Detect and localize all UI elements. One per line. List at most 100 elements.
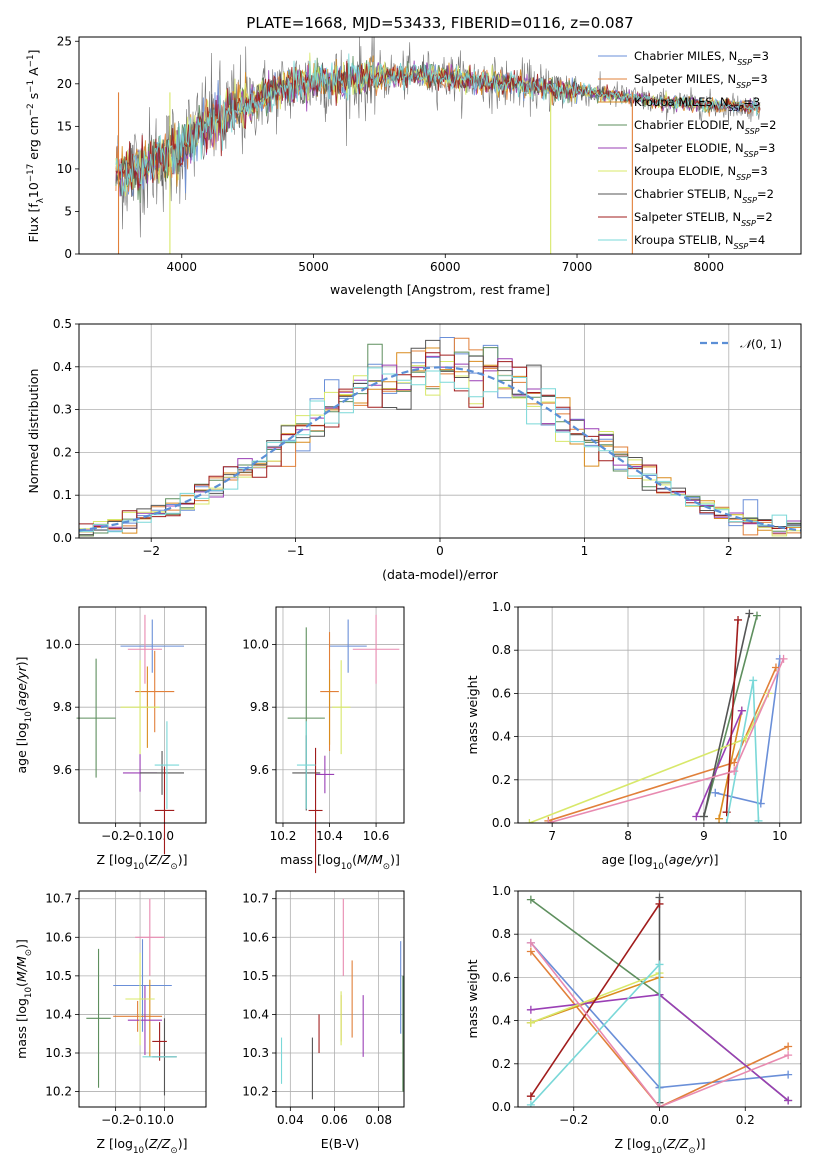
weight_vs_Z-series-8 bbox=[530, 962, 661, 1107]
clip-weight_vs_age-group bbox=[525, 609, 788, 823]
age-vs-mass-xlabel: mass [log10(M/M⊙)] bbox=[280, 852, 400, 872]
normal-reference-curve bbox=[79, 366, 801, 532]
weight_vs_Z-marker-7-0 bbox=[526, 1092, 535, 1101]
weight_vs_Z-marker-3-0 bbox=[526, 895, 535, 904]
mass_vs_EBV-frame bbox=[275, 890, 405, 1108]
age_vs_Z-ytick-label: 9.6 bbox=[53, 763, 72, 777]
weight_vs_Z-marker-8-1 bbox=[655, 960, 664, 969]
age_vs_mass-xtick-label: 10.2 bbox=[270, 829, 297, 843]
weight_vs_Z-series-9 bbox=[530, 942, 789, 1107]
weight_vs_Z-marker-4-2 bbox=[784, 1096, 793, 1105]
clip-weight_vs_Z-group bbox=[526, 893, 793, 1107]
weight_vs_Z-marker-4-0 bbox=[526, 1005, 535, 1014]
mass-vs-Z-ylabel: mass [log10(M/M⊙)] bbox=[14, 939, 34, 1059]
mass_vs_Z-ytick-label: 10.3 bbox=[45, 1046, 72, 1060]
mass_vs_Z-xtick-label: −0.1 bbox=[125, 1113, 154, 1127]
weight_vs_age-series-2 bbox=[718, 710, 743, 819]
residuals-ytick-label: 0.1 bbox=[53, 488, 72, 502]
weight_vs_age-marker-7-1 bbox=[734, 615, 743, 624]
age-vs-Z-xlabel: Z [log10(Z/Z⊙)] bbox=[97, 852, 188, 872]
weight_vs_age-marker-1-2 bbox=[771, 663, 780, 672]
mass_vs_EBV-ytick-label: 10.3 bbox=[242, 1046, 269, 1060]
spectrum-xtick-label: 7000 bbox=[562, 260, 593, 274]
age-vs-Z-ylabel: age [log10(age/yr)] bbox=[14, 656, 34, 773]
mass_vs_Z-frame bbox=[78, 890, 207, 1108]
weight-vs-age-xlabel: age [log10(age/yr)] bbox=[601, 852, 718, 872]
weight_vs_age-xtick-label: 8 bbox=[624, 829, 632, 843]
legend-label-7: Salpeter STELIB, NSSP=2 bbox=[634, 210, 773, 228]
age_vs_Z-frame bbox=[78, 606, 207, 824]
weight_vs_age-marker-5-0 bbox=[525, 819, 534, 823]
weight_vs_age-xtick-label: 9 bbox=[700, 829, 708, 843]
spectrum-xtick-label: 8000 bbox=[694, 260, 725, 274]
age_vs_mass-ytick-label: 9.6 bbox=[250, 763, 269, 777]
weight-vs-Z-xlabel: Z [log10(Z/Z⊙)] bbox=[615, 1136, 706, 1156]
residuals-ytick-label: 0.5 bbox=[53, 317, 72, 331]
legend-label-0: Chabrier MILES, NSSP=3 bbox=[634, 49, 769, 67]
age_vs_Z-xtick-label: −0.1 bbox=[125, 829, 154, 843]
weight_vs_age-ytick-label: 1.0 bbox=[492, 600, 511, 614]
residuals-frame bbox=[78, 323, 802, 539]
mass_vs_Z-ytick-label: 10.5 bbox=[45, 969, 72, 983]
weight_vs_age-marker-9-1 bbox=[730, 767, 739, 776]
mass_vs_EBV-ytick-label: 10.5 bbox=[242, 969, 269, 983]
residuals-ylabel: Normed distribution bbox=[26, 369, 41, 494]
residual-hist-7 bbox=[79, 352, 801, 538]
weight_vs_age-series-3 bbox=[703, 615, 758, 817]
spectrum-ytick-label: 10 bbox=[57, 162, 72, 176]
age_vs_Z-xtick-label: −0.2 bbox=[101, 829, 130, 843]
weight_vs_Z-xtick-label: −0.2 bbox=[559, 1113, 588, 1127]
weight_vs_age-marker-8-0 bbox=[722, 819, 731, 823]
weight_vs_age-marker-0-0 bbox=[711, 788, 720, 797]
mass_vs_EBV-xtick-label: 0.04 bbox=[277, 1113, 304, 1127]
age_vs_Z-ytick-label: 9.8 bbox=[53, 700, 72, 714]
residuals-xtick-label: −2 bbox=[142, 544, 160, 558]
weight_vs_Z-ytick-label: 1.0 bbox=[492, 884, 511, 898]
legend-label-3: Chabrier ELODIE, NSSP=2 bbox=[634, 118, 776, 136]
spectrum-ylabel: Flux [fλ10−17 erg cm−2 s−1 A−1] bbox=[26, 50, 46, 243]
legend-label-4: Salpeter ELODIE, NSSP=3 bbox=[634, 141, 775, 159]
weight_vs_age-marker-9-0 bbox=[544, 819, 553, 823]
spectrum-ytick-label: 20 bbox=[57, 77, 72, 91]
mass_vs_Z-axes: −0.2−0.1 0.0 10.2 10.3 10.4 10.5 10.6 10.7 bbox=[45, 891, 206, 1127]
weight_vs_age-ytick-label: 0.8 bbox=[492, 643, 511, 657]
spectrum-xtick-label: 6000 bbox=[430, 260, 461, 274]
age_vs_mass-ytick-label: 10.0 bbox=[242, 638, 269, 652]
residuals-ytick-label: 0.0 bbox=[53, 531, 72, 545]
weight_vs_Z-ytick-label: 0.8 bbox=[492, 927, 511, 941]
mass_vs_Z-ytick-label: 10.4 bbox=[45, 1007, 72, 1021]
residuals-ytick-label: 0.3 bbox=[53, 403, 72, 417]
weight_vs_Z-marker-9-1 bbox=[655, 1103, 664, 1107]
residuals-ytick-label: 0.2 bbox=[53, 445, 72, 459]
legend-label-2: Kroupa MILES, NSSP=3 bbox=[634, 95, 760, 113]
weight_vs_age-series-7 bbox=[725, 619, 739, 813]
mass-vs-EBV-xlabel: E(B-V) bbox=[321, 1136, 360, 1151]
mass_vs_Z-xtick-label: −0.2 bbox=[101, 1113, 130, 1127]
spectrum-ytick-label: 25 bbox=[57, 34, 72, 48]
weight_vs_Z-series-7 bbox=[530, 903, 661, 1097]
weight_vs_age-series-6 bbox=[703, 613, 751, 817]
weight_vs_Z-marker-9-0 bbox=[526, 938, 535, 947]
weight_vs_Z-ytick-label: 0.6 bbox=[492, 970, 511, 984]
weight_vs_age-ytick-label: 0.2 bbox=[492, 773, 511, 787]
weight_vs_Z-marker-0-3 bbox=[784, 1070, 793, 1079]
weight_vs_age-marker-2-0 bbox=[715, 814, 724, 823]
residuals-xlabel: (data-model)/error bbox=[382, 567, 499, 582]
mass_vs_EBV-ytick-label: 10.6 bbox=[242, 930, 269, 944]
age_vs_mass-ytick-label: 9.8 bbox=[250, 700, 269, 714]
weight_vs_Z-marker-8-0 bbox=[526, 1100, 535, 1107]
weight_vs_Z-xtick-label: 0.2 bbox=[736, 1113, 755, 1127]
residuals-xtick-label: −1 bbox=[287, 544, 305, 558]
mass_vs_EBV-xtick-label: 0.08 bbox=[365, 1113, 392, 1127]
spectrum-axes: 4000 5000 6000 7000 8000 0 5 10 15 20 25 bbox=[57, 34, 724, 274]
clip-spec-group bbox=[115, 37, 761, 254]
spectrum-xtick-label: 4000 bbox=[166, 260, 197, 274]
age_vs_mass-xtick-label: 10.4 bbox=[316, 829, 343, 843]
spectrum-xtick-label: 5000 bbox=[298, 260, 329, 274]
residuals-xtick-label: 2 bbox=[725, 544, 733, 558]
age_vs_Z-axes: −0.2−0.1 0.09.69.810.0 bbox=[45, 607, 206, 843]
weight_vs_age-marker-6-1 bbox=[745, 609, 754, 618]
weight_vs_age-marker-4-1 bbox=[737, 706, 746, 715]
weight_vs_age-marker-3-1 bbox=[752, 611, 761, 620]
